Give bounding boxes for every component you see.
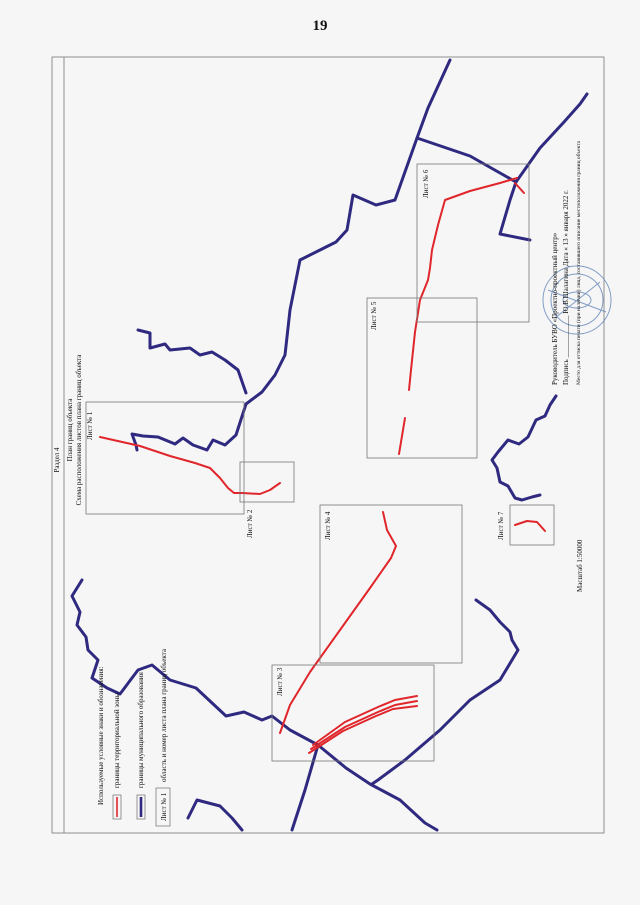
zone-line-east-gap <box>398 417 406 455</box>
zone-line-sheet7 <box>514 520 546 532</box>
section-label: Раздел 4 <box>53 447 61 473</box>
zone-line-middle <box>279 511 397 734</box>
sheet-label-6: Лист № 6 <box>422 169 430 198</box>
legend: Используемые условные знаки и обозначени… <box>97 648 171 827</box>
territorial-zone-boundaries <box>99 177 546 754</box>
title-block: Раздел 4 <box>53 447 61 473</box>
legend-label-zone: границы территориальной зоны <box>113 693 121 788</box>
sheet-frames <box>85 163 555 762</box>
seal-stamp <box>542 265 612 335</box>
territorial-zone-line-icon <box>112 794 122 820</box>
sheet-frame-1 <box>85 401 245 515</box>
legend-title: Используемые условные знаки и обозначени… <box>97 666 105 805</box>
municipal-boundaries <box>70 58 589 832</box>
municipal-boundary-east <box>130 58 452 452</box>
sheet-label-5: Лист № 5 <box>370 301 378 330</box>
legend-box-text: Лист № 1 <box>160 792 168 821</box>
sheet-label-2: Лист № 2 <box>246 509 254 538</box>
municipal-boundary-spur <box>498 180 532 242</box>
municipal-boundary-south-east <box>490 394 558 502</box>
signature-line-1: Руководитель БУВО «Проектно-проектный це… <box>551 232 559 385</box>
municipal-boundary-west-fork <box>290 743 320 832</box>
municipal-boundary-southwest <box>370 598 520 786</box>
sheet-label-1: Лист № 1 <box>86 411 94 440</box>
sheet-label-3: Лист № 3 <box>276 667 284 696</box>
zone-line-south-a <box>312 695 418 746</box>
sheet-frame-5 <box>366 297 478 459</box>
sheet-frame-3 <box>271 664 435 762</box>
scheme-title: Схема расположения листов плана границ о… <box>75 354 83 506</box>
page-number: 19 <box>312 18 328 34</box>
zone-line-east <box>408 177 518 391</box>
municipal-boundary-line-icon <box>136 794 146 820</box>
sheet-frame-7 <box>509 504 555 546</box>
legend-label-municipal: границы муниципального образования <box>137 671 145 788</box>
sheet-frame-4 <box>319 504 463 664</box>
zone-line-east-tail <box>514 182 525 194</box>
zone-line-north <box>99 436 281 495</box>
municipal-boundary-northeast <box>415 92 589 184</box>
zone-line-south-b <box>310 700 418 750</box>
signature-line-3: Место для оттиска печати (при наличии) л… <box>575 140 582 385</box>
sheet-frame-2 <box>239 461 295 503</box>
sheet-label-4: Лист № 4 <box>324 511 332 540</box>
signature-line-2: Подпись ____________ Ю.В.Шалагина Дата «… <box>562 190 570 385</box>
legend-label-frame: область и номер листа плана границ объек… <box>160 648 168 782</box>
scale-label: Масштаб 1:50000 <box>576 539 584 592</box>
zone-line-south-c <box>308 705 418 754</box>
sheet-frame-6 <box>416 163 530 323</box>
sheet-frame-box-icon <box>155 787 171 827</box>
municipal-boundary-bottom-left <box>186 798 244 832</box>
municipal-boundary-north-fragment <box>136 328 248 395</box>
sheet-label-7: Лист № 7 <box>497 511 505 540</box>
municipal-boundary-west <box>70 578 439 832</box>
outer-frame <box>51 56 605 834</box>
plan-title: План границ объекта <box>66 398 74 462</box>
